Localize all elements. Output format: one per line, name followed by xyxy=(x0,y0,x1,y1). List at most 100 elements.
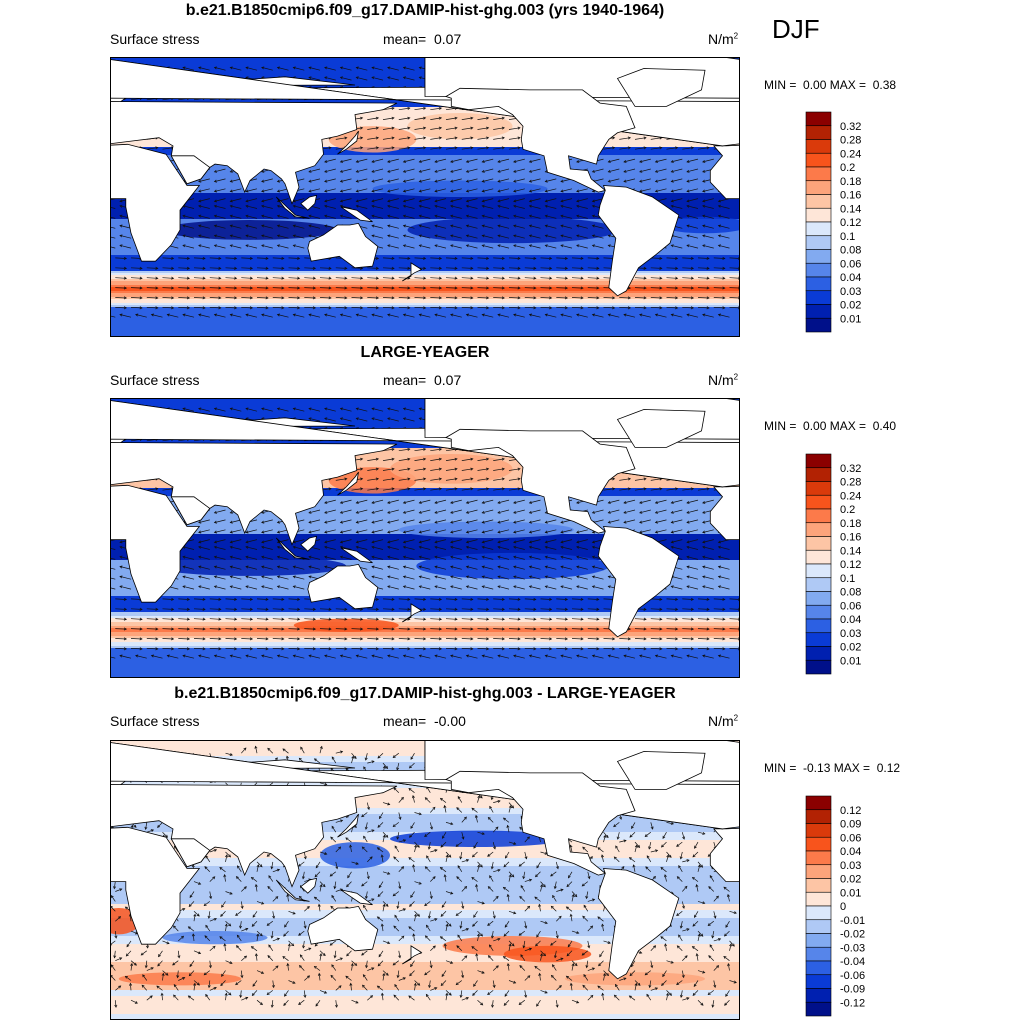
wind-vector xyxy=(560,539,573,543)
colorbar-tick-label: 0.1 xyxy=(840,573,855,585)
wind-vector-head xyxy=(155,637,159,641)
wind-vector xyxy=(356,178,368,182)
wind-vector-head xyxy=(312,637,317,641)
field-band xyxy=(110,652,740,655)
wind-vector xyxy=(497,499,510,504)
wind-vector-head xyxy=(639,179,643,183)
map-frame xyxy=(110,398,740,678)
field-band xyxy=(110,516,740,519)
wind-vector xyxy=(634,628,647,630)
wind-vector-head xyxy=(308,510,312,514)
wind-vector xyxy=(493,458,505,461)
field-band xyxy=(110,143,740,146)
colorbar-swatch xyxy=(805,522,832,537)
wind-vector xyxy=(367,760,375,764)
wind-vector xyxy=(371,509,384,514)
wind-vector xyxy=(288,287,300,289)
wind-vector-head xyxy=(465,530,469,534)
wind-vector xyxy=(414,448,426,452)
colorbar-swatch xyxy=(805,646,832,661)
field-anomaly xyxy=(153,556,347,576)
colorbar-swatch xyxy=(805,290,832,305)
wind-vector xyxy=(340,655,352,659)
wind-vector xyxy=(619,307,631,309)
panel-1-units-exp: 2 xyxy=(733,31,739,41)
wind-vector-head xyxy=(643,306,647,310)
wind-vector xyxy=(387,585,399,590)
wind-vector xyxy=(508,648,521,650)
wind-vector-head xyxy=(434,159,438,163)
wind-vector-head xyxy=(560,244,564,248)
wind-vector xyxy=(230,244,242,249)
wind-vector-head xyxy=(339,540,343,544)
wind-vector xyxy=(713,277,725,279)
wind-vector xyxy=(513,225,525,229)
wind-vector xyxy=(666,287,678,289)
wind-vector xyxy=(371,546,384,550)
wind-vector xyxy=(571,307,584,309)
field-band xyxy=(110,594,740,597)
wind-vector-head xyxy=(234,296,238,300)
field-band xyxy=(110,512,740,515)
field-band xyxy=(110,604,740,607)
wind-vector xyxy=(713,608,725,610)
wind-vector xyxy=(666,277,678,279)
wind-vector-head xyxy=(513,555,517,559)
wind-vector-head xyxy=(213,214,217,218)
wind-vector xyxy=(209,648,221,650)
wind-vector xyxy=(403,188,415,192)
wind-vector xyxy=(576,235,588,239)
wind-vector xyxy=(130,287,143,289)
field-band xyxy=(110,203,740,206)
wind-vector xyxy=(634,307,647,309)
colorbar-swatch xyxy=(805,221,832,237)
wind-vector xyxy=(398,488,410,491)
wind-vector xyxy=(450,566,462,570)
wind-vector xyxy=(434,546,447,550)
wind-vector xyxy=(482,519,494,523)
wind-vector-head xyxy=(292,407,296,411)
wind-vector-head xyxy=(387,234,391,238)
wind-vector-head xyxy=(371,407,375,411)
wind-vector-head xyxy=(261,555,265,559)
field-band xyxy=(110,866,740,869)
wind-vector-head xyxy=(591,654,595,658)
wind-vector-head xyxy=(245,234,249,238)
wind-vector xyxy=(461,598,473,600)
wind-vector-head xyxy=(544,510,548,514)
wind-vector-head xyxy=(155,617,159,621)
wind-vector xyxy=(445,257,458,259)
wind-vector xyxy=(461,628,473,630)
field-band xyxy=(110,514,740,517)
wind-vector xyxy=(477,287,489,289)
wind-vector-head xyxy=(702,214,706,218)
wind-vector xyxy=(445,648,458,650)
wind-vector xyxy=(377,752,384,759)
wind-vector-head xyxy=(281,286,285,290)
wind-vector-head xyxy=(402,169,406,173)
field-band xyxy=(110,950,740,953)
wind-vector xyxy=(288,618,300,620)
wind-vector xyxy=(403,205,415,209)
wind-vector xyxy=(398,257,410,259)
wind-vector-head xyxy=(717,244,721,248)
wind-vector-head xyxy=(202,627,206,631)
wind-vector-head xyxy=(407,477,411,481)
wind-vector-head xyxy=(486,276,490,280)
wind-vector xyxy=(671,585,683,590)
field-band xyxy=(110,946,740,949)
wind-vector xyxy=(655,499,667,504)
wind-vector-head xyxy=(670,500,674,504)
wind-vector xyxy=(729,618,740,620)
wind-vector xyxy=(461,478,473,481)
wind-vector-head xyxy=(297,306,301,310)
wind-vector-head xyxy=(281,597,285,601)
wind-vector xyxy=(493,638,505,640)
wind-vector xyxy=(666,628,678,630)
wind-vector xyxy=(308,215,321,219)
wind-vector-head xyxy=(690,607,695,611)
field-band xyxy=(110,295,740,298)
wind-vector xyxy=(245,576,258,580)
wind-vector-head xyxy=(345,768,349,772)
wind-vector-head xyxy=(331,756,335,760)
